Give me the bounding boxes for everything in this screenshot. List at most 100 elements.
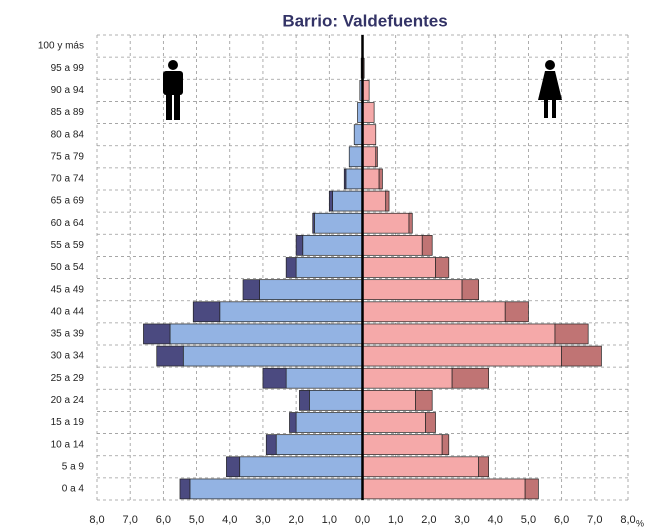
bar-segment — [302, 235, 363, 256]
y-tick-label: 25 a 29 — [51, 373, 85, 384]
bar-segment — [362, 367, 453, 389]
bar-segment — [451, 367, 489, 389]
x-tick-label: 6,0 — [156, 514, 171, 526]
bar-segment — [461, 279, 480, 300]
bar-segment — [504, 301, 529, 323]
bar-segment — [295, 257, 363, 278]
bar-segment — [295, 412, 363, 433]
bar-segment — [299, 390, 310, 411]
x-tick-label: 2,0 — [288, 514, 303, 526]
bar-segment — [375, 146, 378, 168]
bar-segment — [275, 434, 363, 455]
bar-segment — [362, 323, 556, 345]
bar-segment — [362, 279, 463, 300]
x-tick-label: 3,0 — [454, 514, 469, 526]
bar-segment — [385, 190, 390, 212]
y-tick-label: 65 a 69 — [51, 196, 85, 207]
bars — [143, 35, 602, 500]
y-tick-label: 40 a 44 — [51, 306, 85, 317]
x-tick-label: 4,0 — [488, 514, 503, 526]
bar-segment — [169, 323, 363, 345]
y-tick-label: 45 a 49 — [51, 284, 85, 295]
bar-segment — [362, 102, 375, 123]
x-tick-label: 3,0 — [255, 514, 270, 526]
woman-icon — [538, 60, 562, 118]
y-tick-label: 90 a 94 — [51, 85, 85, 96]
bar-segment — [421, 235, 433, 256]
x-tick-label: 7,0 — [587, 514, 602, 526]
bar-segment — [156, 345, 184, 367]
y-tick-label: 30 a 34 — [51, 351, 85, 362]
bar-segment — [348, 146, 363, 168]
bar-segment — [343, 168, 347, 190]
bar-segment — [524, 478, 539, 500]
y-tick-label: 50 a 54 — [51, 262, 85, 273]
bar-segment — [415, 390, 433, 411]
bar-segment — [478, 456, 489, 478]
x-tick-label: 1,0 — [322, 514, 337, 526]
bar-segment — [554, 323, 589, 345]
bar-segment — [362, 390, 416, 411]
bar-segment — [362, 434, 443, 455]
y-tick-label: 10 a 14 — [51, 439, 85, 450]
y-tick-label: 80 a 84 — [51, 129, 85, 140]
bar-segment — [192, 301, 221, 323]
bar-segment — [362, 257, 436, 278]
man-icon — [163, 60, 183, 120]
x-tick-label: 8,0 — [620, 514, 635, 526]
y-tick-label: 15 a 19 — [51, 417, 85, 428]
bar-segment — [239, 456, 363, 478]
bar-segment — [309, 390, 363, 411]
bar-segment — [362, 412, 426, 433]
x-tick-label: 4,0 — [222, 514, 237, 526]
bar-segment — [262, 367, 287, 389]
y-tick-label: 60 a 64 — [51, 218, 85, 229]
bar-segment — [179, 478, 191, 500]
x-axis-unit: % — [636, 518, 644, 528]
bar-segment — [143, 323, 171, 345]
y-tick-label: 85 a 89 — [51, 107, 85, 118]
bar-segment — [295, 235, 304, 256]
bar-segment — [289, 412, 297, 433]
y-tick-label: 95 a 99 — [51, 63, 85, 74]
bar-segment — [378, 168, 383, 190]
x-tick-label: 0,0 — [355, 514, 370, 526]
bar-segment — [265, 434, 277, 455]
y-tick-label: 100 y más — [38, 41, 84, 52]
y-tick-label: 75 a 79 — [51, 151, 85, 162]
bar-segment — [362, 478, 526, 500]
bar-segment — [441, 434, 450, 455]
bar-segment — [312, 212, 315, 234]
bar-segment — [182, 345, 363, 367]
bar-segment — [408, 212, 413, 234]
bar-segment — [314, 212, 363, 234]
bar-segment — [425, 412, 436, 433]
bar-segment — [328, 190, 333, 212]
bar-segment — [362, 124, 377, 145]
y-tick-label: 5 a 9 — [62, 461, 85, 472]
y-tick-label: 0 a 4 — [62, 484, 85, 495]
x-tick-label: 5,0 — [189, 514, 204, 526]
bar-segment — [362, 456, 480, 478]
bar-segment — [189, 478, 363, 500]
bar-segment — [285, 257, 297, 278]
y-tick-label: 20 a 24 — [51, 395, 85, 406]
bar-segment — [362, 146, 377, 168]
bar-segment — [435, 257, 450, 278]
bar-segment — [242, 279, 260, 300]
bar-segment — [332, 190, 363, 212]
bar-segment — [362, 212, 410, 234]
bar-segment — [362, 190, 387, 212]
x-tick-label: 5,0 — [521, 514, 536, 526]
y-tick-label: 55 a 59 — [51, 240, 85, 251]
bar-segment — [362, 345, 562, 367]
y-tick-label: 70 a 74 — [51, 174, 85, 185]
bar-segment — [561, 345, 602, 367]
bar-segment — [219, 301, 363, 323]
x-tick-label: 7,0 — [123, 514, 138, 526]
bar-segment — [226, 456, 241, 478]
bar-segment — [362, 168, 380, 190]
bar-segment — [362, 235, 423, 256]
x-tick-label: 6,0 — [554, 514, 569, 526]
